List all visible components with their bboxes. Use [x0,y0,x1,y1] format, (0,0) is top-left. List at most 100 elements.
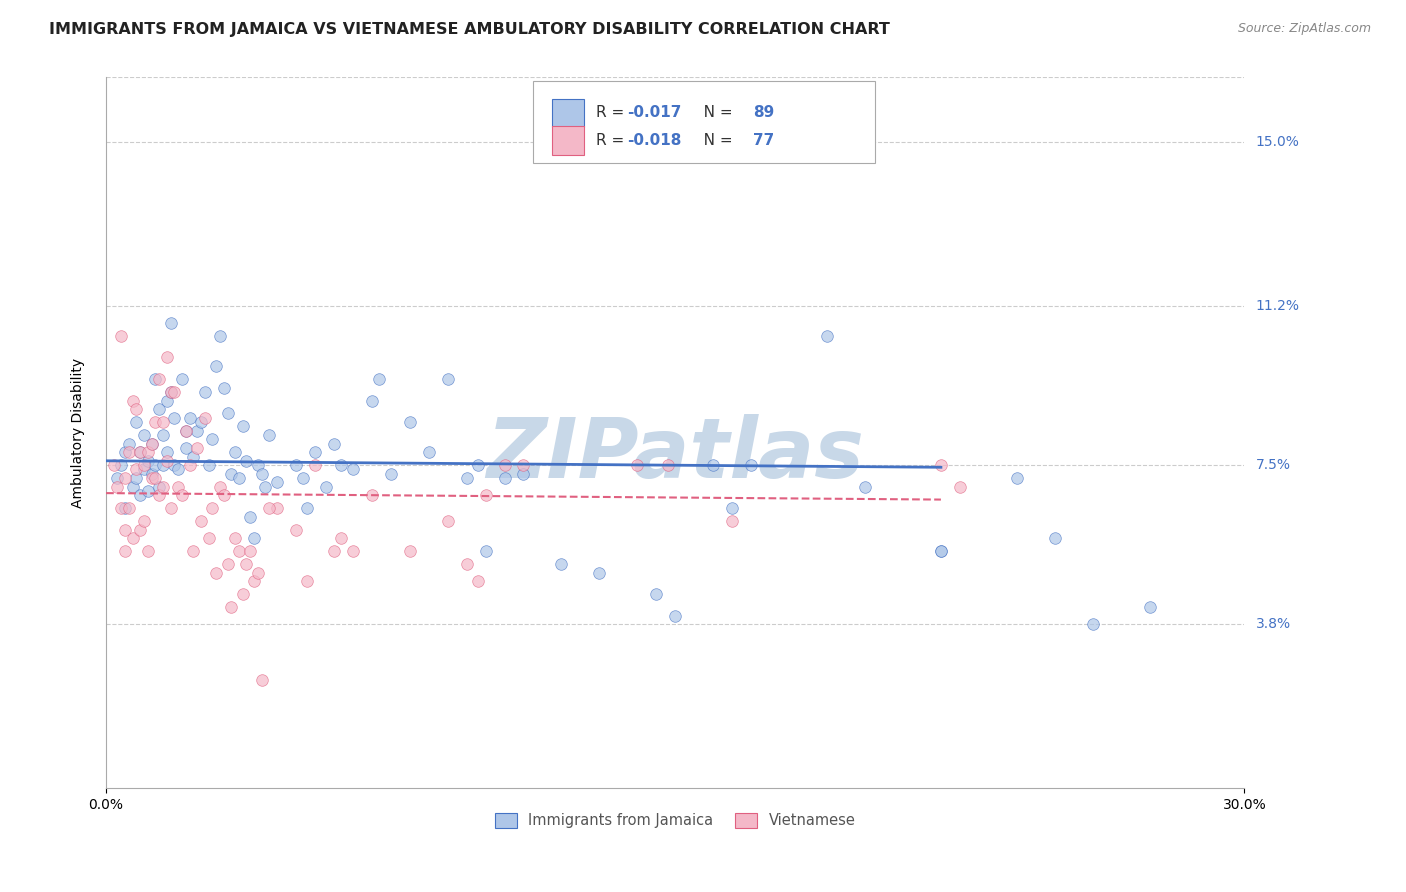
Point [228,471,250,485]
Point [304,458,326,472]
Point [174,424,197,438]
Point [224,445,246,459]
Point [183,544,205,558]
Point [295,574,318,589]
Point [456,471,478,485]
Point [159,384,181,399]
Point [929,544,952,558]
Point [121,480,143,494]
Point [163,410,186,425]
Point [190,514,212,528]
Point [205,359,228,373]
Point [114,523,136,537]
Text: 7.5%: 7.5% [1256,458,1291,472]
Point [1005,471,1028,485]
Point [148,488,170,502]
Point [239,509,262,524]
Y-axis label: Ambulatory Disability: Ambulatory Disability [72,358,86,508]
Point [136,454,159,468]
Point [156,445,179,459]
Text: 11.2%: 11.2% [1256,299,1299,313]
Point [284,458,307,472]
Point [121,532,143,546]
Point [232,419,254,434]
Point [208,329,231,343]
Point [194,410,217,425]
Point [201,501,224,516]
Point [141,467,163,481]
Point [125,462,148,476]
Point [436,514,458,528]
Point [125,471,148,485]
Point [322,544,344,558]
FancyBboxPatch shape [553,99,585,128]
Point [110,329,132,343]
Point [163,384,186,399]
Point [929,544,952,558]
Point [129,523,152,537]
Point [212,381,235,395]
Point [645,587,668,601]
Point [174,424,197,438]
Point [129,445,152,459]
Point [217,406,239,420]
Point [194,384,217,399]
Point [141,436,163,450]
Point [141,436,163,450]
Text: 77: 77 [752,133,773,148]
Point [254,480,277,494]
Text: R =: R = [596,133,628,148]
Point [1043,532,1066,546]
Point [129,445,152,459]
Point [467,574,489,589]
Point [170,488,193,502]
Point [512,458,534,472]
Point [235,454,257,468]
Point [239,544,262,558]
Point [148,480,170,494]
Point [740,458,762,472]
Point [159,501,181,516]
Point [467,458,489,472]
Point [284,523,307,537]
Point [132,458,155,472]
Point [815,329,838,343]
Point [107,471,129,485]
Point [136,483,159,498]
Point [145,471,167,485]
Point [330,532,353,546]
Text: N =: N = [689,133,738,148]
Point [398,544,420,558]
Text: IMMIGRANTS FROM JAMAICA VS VIETNAMESE AMBULATORY DISABILITY CORRELATION CHART: IMMIGRANTS FROM JAMAICA VS VIETNAMESE AM… [49,22,890,37]
Point [167,462,190,476]
Point [456,557,478,571]
Point [156,454,179,468]
Point [250,467,273,481]
Point [702,458,724,472]
Point [657,458,679,472]
Point [224,532,246,546]
Text: R =: R = [596,105,628,120]
Point [246,458,269,472]
Point [368,372,391,386]
Point [118,436,141,450]
Point [257,501,280,516]
Point [190,415,212,429]
Point [929,458,952,472]
Point [167,480,190,494]
Point [292,471,315,485]
Point [156,351,179,365]
Point [186,441,208,455]
Point [118,501,141,516]
Point [342,544,364,558]
Point [418,445,440,459]
Point [107,480,129,494]
Point [243,574,266,589]
Point [626,458,648,472]
Point [132,428,155,442]
Point [212,488,235,502]
Point [266,475,288,490]
Point [136,544,159,558]
Point [474,544,496,558]
Point [145,372,167,386]
